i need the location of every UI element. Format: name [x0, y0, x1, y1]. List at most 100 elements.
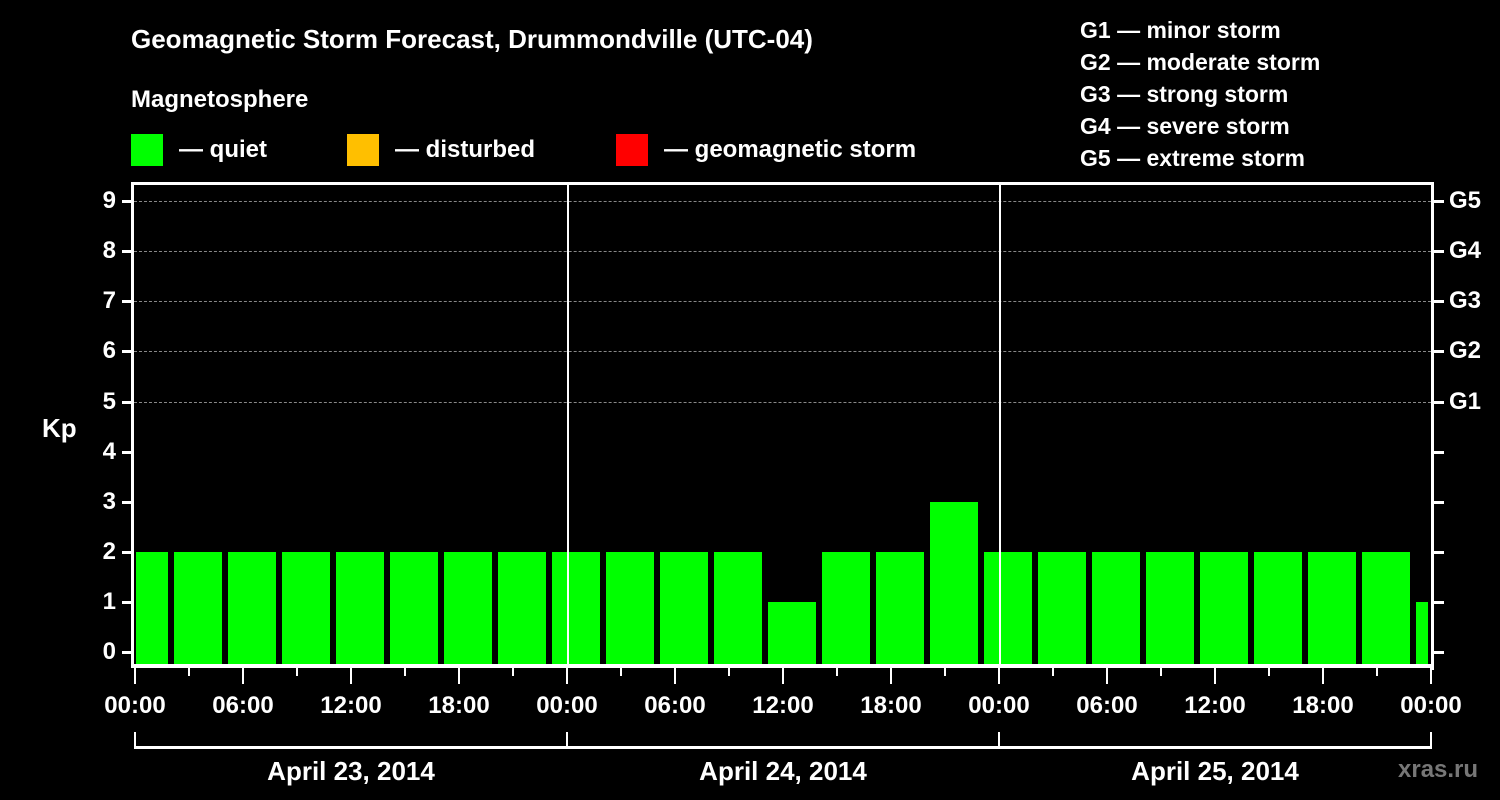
x-tick-label: 12:00 [752, 692, 814, 719]
date-bracket-line [134, 746, 1432, 749]
kp-bar [552, 552, 600, 666]
y-tick [122, 350, 132, 353]
g-legend-item: G1 — minor storm [1080, 17, 1281, 43]
y-tick-label: 9 [102, 187, 116, 214]
x-tick [836, 668, 838, 676]
kp-bar [136, 552, 168, 666]
y-tick-label: 5 [102, 388, 116, 415]
x-tick-label: 00:00 [1400, 692, 1462, 719]
kp-bar [444, 552, 492, 666]
g-legend-item: G2 — moderate storm [1080, 49, 1321, 75]
y-tick [122, 601, 132, 604]
y-tick-right [1434, 651, 1444, 654]
x-tick [242, 668, 244, 684]
x-tick [296, 668, 298, 676]
y-tick-right [1434, 401, 1444, 404]
y-tick-right [1434, 350, 1444, 353]
kp-bar [498, 552, 546, 666]
kp-bar [1092, 552, 1140, 666]
x-tick-label: 12:00 [320, 692, 382, 719]
x-tick [134, 668, 136, 684]
kp-bar [174, 552, 222, 666]
legend-quiet: — quiet [131, 134, 267, 166]
disturbed-swatch [347, 134, 379, 166]
g-scale-legend: G1 — minor storm G2 — moderate storm G3 … [1080, 14, 1320, 174]
x-tick [998, 668, 1000, 684]
gridline [134, 402, 1431, 403]
gridline [134, 301, 1431, 302]
kp-bar [660, 552, 708, 666]
y-tick-label: 0 [102, 638, 116, 665]
x-tick [458, 668, 460, 684]
date-label: April 23, 2014 [267, 756, 435, 786]
kp-bar [714, 552, 762, 666]
gridline [134, 201, 1431, 202]
gridline [134, 351, 1431, 352]
y-tick-right [1434, 300, 1444, 303]
date-label: April 24, 2014 [699, 756, 867, 786]
kp-bar [822, 552, 870, 666]
kp-bar [1362, 552, 1410, 666]
kp-bar [1254, 552, 1302, 666]
x-tick [404, 668, 406, 676]
y-tick-right [1434, 501, 1444, 504]
g-level-label: G4 [1449, 237, 1482, 264]
kp-bar [1038, 552, 1086, 666]
y-tick-label: 2 [102, 538, 116, 565]
legend-disturbed-label: — disturbed [395, 136, 536, 163]
y-tick-right [1434, 551, 1444, 554]
y-tick-label: 8 [102, 237, 116, 264]
date-bracket-tick [134, 732, 136, 748]
date-bracket-tick [566, 732, 568, 748]
x-tick [512, 668, 514, 676]
x-tick-label: 18:00 [1292, 692, 1354, 719]
y-tick-label: 4 [102, 438, 116, 465]
y-tick [122, 651, 132, 654]
kp-bar [606, 552, 654, 666]
kp-bar [1146, 552, 1194, 666]
kp-bar [336, 552, 384, 666]
x-tick [188, 668, 190, 676]
watermark: xras.ru [1398, 756, 1479, 783]
y-axis-label: Kp [42, 413, 77, 443]
x-tick [674, 668, 676, 684]
chart-subtitle: Magnetosphere [131, 86, 309, 113]
g-level-label: G1 [1449, 388, 1482, 415]
x-tick [620, 668, 622, 676]
x-tick [1052, 668, 1054, 676]
g-level-label: G5 [1449, 187, 1482, 214]
y-tick [122, 551, 132, 554]
legend-storm: — geomagnetic storm [616, 134, 916, 166]
g-legend-item: G5 — extreme storm [1080, 145, 1305, 171]
date-bracket-tick [998, 732, 1000, 748]
y-tick [122, 451, 132, 454]
plot-frame [131, 182, 1433, 667]
y-tick-label: 1 [102, 588, 116, 615]
y-tick-label: 3 [102, 488, 116, 515]
chart-title: Geomagnetic Storm Forecast, Drummondvill… [131, 24, 813, 54]
legend-disturbed: — disturbed [347, 134, 535, 166]
quiet-swatch [131, 134, 163, 166]
y-tick [122, 250, 132, 253]
x-tick-label: 06:00 [1076, 692, 1138, 719]
kp-bar [768, 602, 816, 666]
x-tick-label: 00:00 [104, 692, 166, 719]
x-tick [1160, 668, 1162, 676]
x-tick [944, 668, 946, 676]
plot-right-border [1431, 182, 1434, 670]
y-tick-right [1434, 200, 1444, 203]
y-tick [122, 300, 132, 303]
kp-bar [282, 552, 330, 666]
plot-bottom-border [131, 665, 1434, 668]
x-tick-label: 18:00 [428, 692, 490, 719]
x-tick [1106, 668, 1108, 684]
x-tick [1214, 668, 1216, 684]
kp-bar [228, 552, 276, 666]
x-tick [782, 668, 784, 684]
kp-bar [984, 552, 1032, 666]
kp-bar [1200, 552, 1248, 666]
day-separator-line [567, 182, 569, 666]
kp-bar [876, 552, 924, 666]
x-tick-label: 00:00 [536, 692, 598, 719]
kp-bar [930, 502, 978, 666]
